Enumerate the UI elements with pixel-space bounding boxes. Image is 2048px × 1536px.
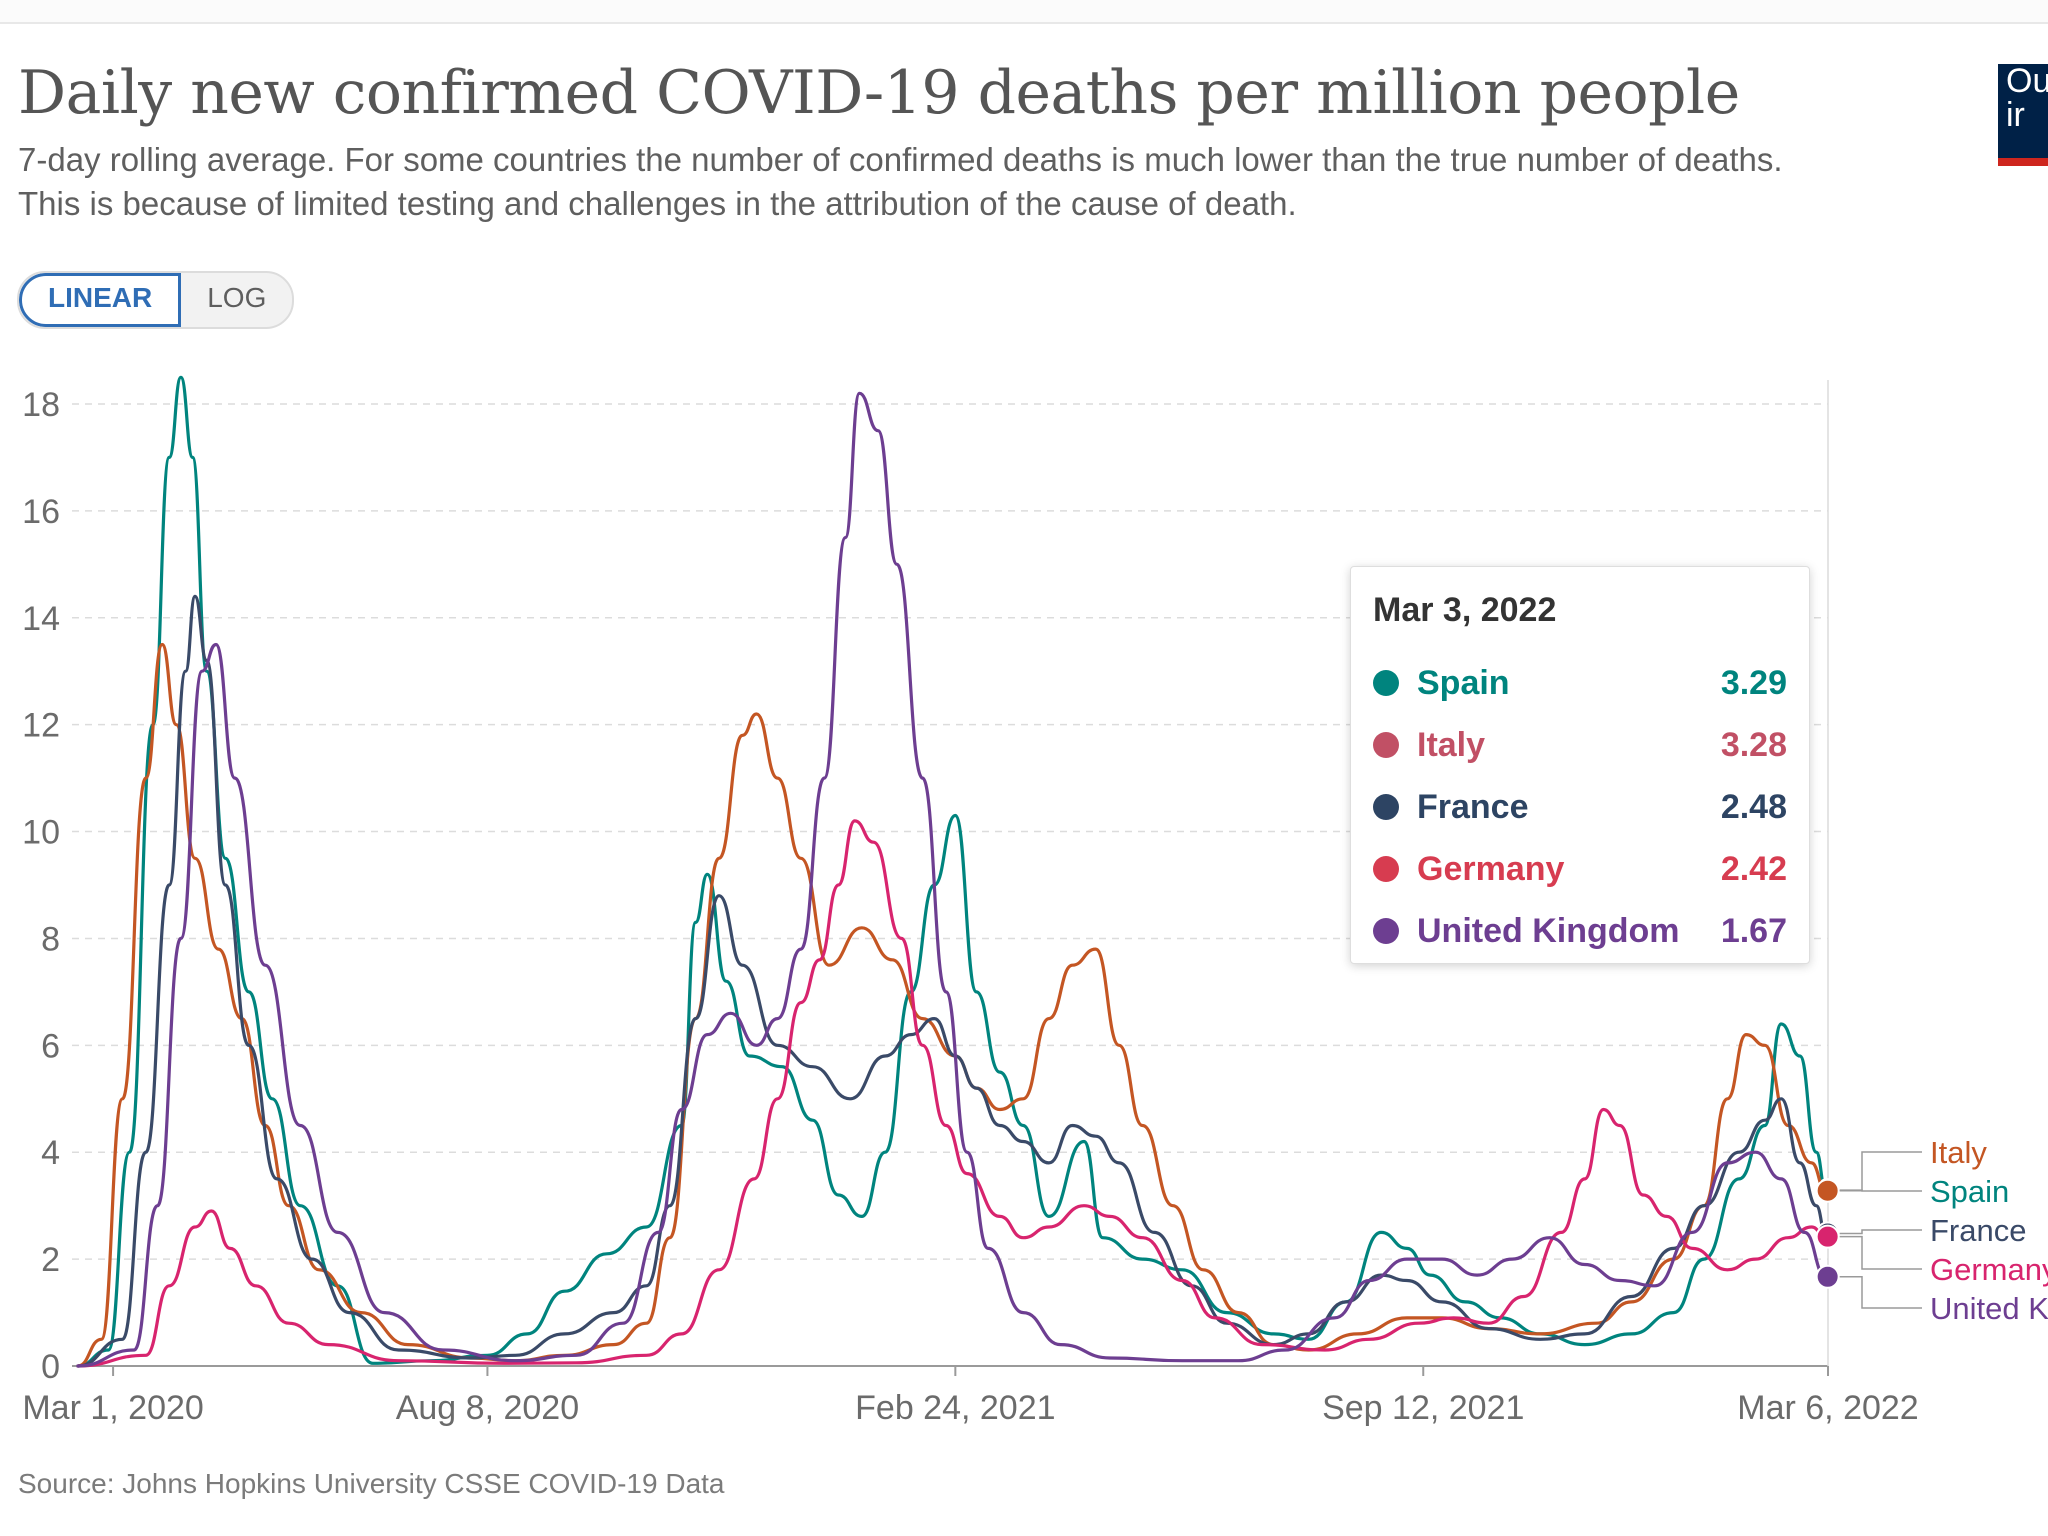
series-color-dot xyxy=(1373,670,1399,696)
y-tick-label: 18 xyxy=(22,386,60,424)
y-tick-label: 14 xyxy=(22,600,60,638)
tooltip-series-value: 2.48 xyxy=(1720,787,1787,826)
chart-title: Daily new confirmed COVID-19 deaths per … xyxy=(18,58,1740,128)
series-color-dot xyxy=(1373,794,1399,820)
end-label: United Kingdom xyxy=(1930,1291,2048,1326)
tooltip-rows: Spain 3.29 Italy 3.28 France 2.48 Germany 2.42 U… xyxy=(1373,652,1787,962)
tooltip-row: Spain 3.29 xyxy=(1373,652,1787,714)
source-note: Source: Johns Hopkins University CSSE CO… xyxy=(18,1468,725,1499)
end-label-connector xyxy=(1839,1189,1922,1192)
tooltip-row: Germany 2.42 xyxy=(1373,838,1787,900)
tooltip-row: Italy 3.28 xyxy=(1373,714,1787,776)
tooltip-date: Mar 3, 2022 xyxy=(1373,591,1557,629)
x-tick-label: Mar 1, 2020 xyxy=(22,1389,203,1427)
tooltip-series-value: 3.29 xyxy=(1720,663,1787,702)
tooltip-series-name: United Kingdom xyxy=(1417,911,1680,950)
end-label: Spain xyxy=(1930,1174,2009,1209)
y-tick-label: 2 xyxy=(41,1241,60,1279)
chart-subtitle: 7-day rolling average. For some countrie… xyxy=(18,141,1783,222)
end-label-connector xyxy=(1839,1151,1922,1192)
end-label: Germany xyxy=(1930,1252,2048,1287)
linear-scale-button[interactable]: LINEAR xyxy=(19,273,182,327)
y-tick-label: 6 xyxy=(41,1027,60,1065)
end-label: France xyxy=(1930,1213,2026,1248)
series-line-united-kingdom xyxy=(76,391,1828,1368)
y-tick-label: 0 xyxy=(41,1348,60,1386)
log-scale-button[interactable]: LOG xyxy=(207,282,267,313)
tooltip-series-value: 1.67 xyxy=(1720,911,1787,950)
tooltip-row: United Kingdom 1.67 xyxy=(1373,900,1787,962)
tooltip-series-name: France xyxy=(1417,787,1529,826)
tooltip-series-name: Spain xyxy=(1417,663,1510,702)
x-tick-label: Mar 6, 2022 xyxy=(1737,1389,1918,1427)
series-line-germany xyxy=(76,819,1828,1368)
end-point-united-kingdom xyxy=(1815,1264,1840,1289)
tooltip-series-name: Italy xyxy=(1417,725,1486,764)
scale-toggle: LINEAR LOG xyxy=(17,271,295,329)
tooltip-row: France 2.48 xyxy=(1373,776,1787,838)
grid-lines xyxy=(72,380,1829,1367)
browser-top-bar xyxy=(0,0,2048,24)
y-tick-label: 4 xyxy=(41,1134,60,1172)
series-color-dot xyxy=(1373,732,1399,758)
owid-logo[interactable]: Ou ir xyxy=(1998,64,2048,166)
x-tick-label: Aug 8, 2020 xyxy=(396,1389,579,1427)
logo-line-1: Ou xyxy=(2006,64,2048,100)
series-color-dot xyxy=(1373,856,1399,882)
hover-tooltip: Mar 3, 2022 Spain 3.29 Italy 3.28 France 2.48… xyxy=(1350,566,1810,964)
logo-line-2: ir xyxy=(2006,96,2025,134)
end-labels: Italy Spain France Germany United Kingdom xyxy=(1839,1135,2048,1326)
series-lines xyxy=(76,375,1840,1368)
tooltip-series-value: 3.28 xyxy=(1720,725,1787,764)
series-color-dot xyxy=(1373,918,1399,944)
end-label-connector xyxy=(1839,1235,1922,1270)
end-label: Italy xyxy=(1930,1135,1987,1170)
end-label-connector xyxy=(1839,1276,1922,1309)
y-tick-label: 8 xyxy=(41,920,60,958)
end-point-germany xyxy=(1815,1224,1840,1249)
end-point-italy xyxy=(1815,1178,1840,1203)
axes: 0 2 4 6 8 10 12 14 16 18 Mar 1, 2020 Aug 8, 2020 Feb… xyxy=(22,386,1919,1427)
series-line-france xyxy=(76,594,1828,1368)
x-tick-label: Feb 24, 2021 xyxy=(855,1389,1055,1427)
y-tick-label: 10 xyxy=(22,814,60,852)
tooltip-series-name: Germany xyxy=(1417,849,1565,888)
tooltip-series-value: 2.42 xyxy=(1720,849,1787,888)
x-tick-label: Sep 12, 2021 xyxy=(1322,1389,1524,1427)
end-label-connector xyxy=(1839,1229,1922,1235)
y-tick-label: 16 xyxy=(22,493,60,531)
y-tick-label: 12 xyxy=(22,707,60,745)
